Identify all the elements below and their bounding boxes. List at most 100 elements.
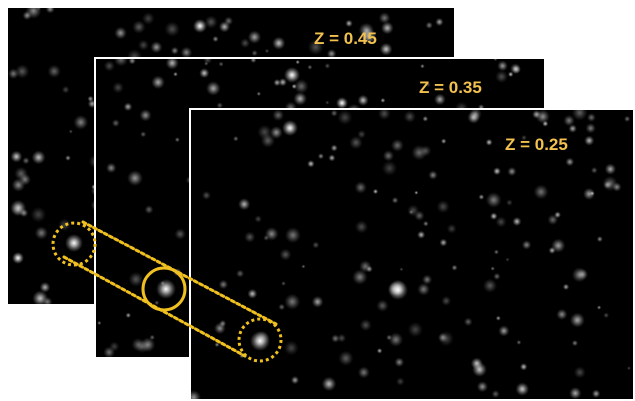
star-blob [317, 153, 324, 160]
star-blob [97, 320, 102, 326]
star-blob [114, 26, 127, 40]
star-blob [440, 138, 447, 144]
star-blob [495, 70, 508, 84]
star-blob [439, 238, 448, 247]
star-blob [311, 295, 324, 308]
bright-source [65, 234, 83, 252]
star-blob [324, 63, 331, 69]
star-blob [154, 300, 160, 306]
star-blob [521, 134, 527, 141]
star-blob [150, 41, 163, 54]
z-label: Z = 0.35 [419, 78, 482, 97]
star-blob [380, 21, 394, 35]
star-blob [446, 223, 457, 234]
bright-source [284, 67, 300, 83]
star-blob [498, 325, 510, 337]
star-blob [321, 376, 337, 392]
star-blob [451, 264, 458, 271]
star-blob [436, 200, 450, 214]
star-blob [563, 114, 575, 127]
star-blob [337, 110, 353, 125]
star-blob [247, 30, 262, 44]
star-blob [140, 337, 156, 353]
star-blob [565, 157, 575, 167]
star-blob [596, 305, 602, 310]
star-blob [482, 278, 498, 293]
star-blob [577, 268, 589, 280]
star-blob [491, 389, 500, 399]
bright-source [250, 331, 270, 351]
star-blob [204, 61, 209, 66]
star-blob [260, 133, 276, 148]
star-blob [603, 312, 610, 319]
star-blob [485, 192, 502, 208]
star-blob [495, 315, 501, 321]
star-blob [507, 166, 517, 177]
star-blob [31, 150, 46, 165]
star-blob [338, 350, 354, 366]
z-label: Z = 0.25 [505, 135, 568, 154]
bright-source [193, 19, 207, 33]
star-blob [236, 269, 245, 278]
star-blob [376, 348, 383, 354]
star-blob [212, 35, 219, 43]
star-blob [591, 389, 601, 399]
star-blob [403, 110, 416, 123]
star-blob [583, 187, 596, 200]
star-blob [22, 157, 30, 165]
star-blob [294, 79, 309, 94]
star-blob [376, 299, 389, 312]
star-blob [39, 281, 51, 293]
star-blob [254, 215, 262, 223]
star-blob [497, 60, 508, 72]
star-blob [478, 194, 485, 200]
star-blob [551, 238, 566, 253]
star-blob [284, 293, 301, 310]
star-blob [569, 312, 585, 328]
star-blob [330, 110, 338, 117]
star-blob [569, 387, 582, 399]
star-blob [293, 91, 307, 106]
bright-source [336, 97, 348, 109]
star-blob [469, 110, 482, 121]
star-blob [358, 22, 375, 39]
star-blob [381, 160, 398, 176]
star-blob [438, 332, 448, 343]
star-blob [128, 59, 136, 65]
star-blob [113, 59, 129, 67]
star-blob [123, 102, 133, 112]
star-blob [216, 102, 224, 109]
star-blob [590, 166, 598, 174]
star-blob [422, 115, 429, 122]
star-blob [573, 366, 586, 379]
star-blob [218, 61, 224, 67]
star-blob [61, 85, 70, 94]
star-blob [519, 363, 528, 371]
star-blob [512, 216, 522, 227]
star-blob [151, 75, 165, 90]
star-blob [422, 220, 429, 227]
star-blob [420, 145, 432, 157]
star-blob [493, 59, 498, 62]
star-blob [140, 131, 147, 138]
star-blob [354, 220, 369, 234]
star-blob [239, 352, 245, 359]
star-blob [435, 17, 444, 27]
star-blob [624, 115, 631, 123]
star-blob [463, 317, 473, 327]
star-blob [111, 119, 120, 128]
star-blob [214, 342, 220, 348]
star-blob [417, 282, 430, 296]
z-label: Z = 0.45 [314, 29, 377, 48]
star-blob [394, 357, 405, 368]
star-blob [422, 274, 433, 285]
star-blob [399, 267, 404, 272]
star-blob [602, 175, 618, 192]
star-blob [32, 290, 49, 304]
star-blob [584, 135, 595, 146]
star-blob [515, 382, 530, 396]
star-blob [516, 339, 522, 345]
star-blob [596, 236, 603, 243]
star-blob [493, 272, 501, 280]
star-blob [170, 46, 179, 55]
